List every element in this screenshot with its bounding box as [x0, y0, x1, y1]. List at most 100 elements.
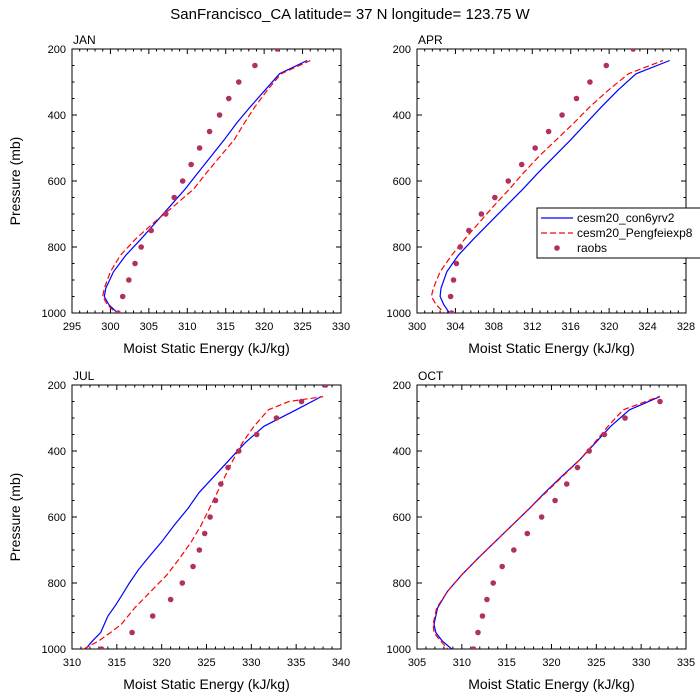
legend-label: cesm20_Pengfeiexp8: [577, 226, 693, 240]
x-tick-label: 312: [523, 321, 541, 333]
y-tick-label: 1000: [42, 644, 66, 656]
x-tick-label: 295: [63, 321, 81, 333]
y-tick-label: 400: [48, 446, 66, 458]
raobs-point: [475, 629, 481, 636]
raobs-point: [132, 260, 138, 267]
panel-oct: 305 310 315 320 325 330 335 200 400 600 800 1000 OCT…: [387, 369, 696, 692]
raobs-point: [511, 547, 517, 553]
raobs-point: [518, 161, 525, 168]
cesm20-con6yrv2-line: [433, 396, 661, 649]
cesm20-pengfeiexp8-line: [102, 59, 311, 313]
raobs-point: [171, 194, 178, 201]
series-group: [432, 396, 663, 649]
raobs-point: [524, 530, 531, 537]
raobs-point: [320, 30, 326, 36]
raobs-point: [162, 211, 169, 217]
raobs-point: [603, 62, 610, 69]
raobs-point: [492, 194, 498, 201]
raobs-point: [563, 481, 570, 487]
x-tick-label: 330: [332, 321, 350, 333]
raobs-point: [115, 310, 121, 313]
raobs-point: [218, 481, 224, 487]
y-tick-label: 400: [48, 110, 66, 122]
y-axis-label: Pressure (mb): [7, 137, 23, 226]
raobs-point: [490, 580, 497, 586]
raobs-point: [225, 464, 231, 471]
raobs-point: [657, 398, 663, 405]
x-tick-label: 305: [140, 321, 158, 333]
chart-panels: 295 300 305 310 315 320 325 330 200 400 600 800 1000…: [7, 30, 696, 692]
x-tick-label: 316: [562, 321, 580, 333]
raobs-point: [235, 448, 242, 454]
raobs-point: [196, 145, 203, 151]
raobs-point: [457, 244, 464, 250]
cesm20-pengfeiexp8-line: [83, 396, 324, 649]
panel-title: JAN: [73, 33, 96, 47]
legend-label: raobs: [577, 241, 607, 255]
raobs-point: [630, 49, 636, 52]
x-axis-label: Moist Static Energy (kJ/kg): [468, 676, 635, 692]
raobs-point: [235, 79, 242, 85]
x-tick-label: 325: [197, 657, 215, 669]
x-tick-label: 310: [453, 657, 471, 669]
raobs-point: [479, 613, 486, 619]
y-tick-label: 600: [48, 176, 66, 188]
raobs-point: [225, 95, 232, 102]
raobs-point: [573, 95, 580, 102]
x-axis-label: Moist Static Energy (kJ/kg): [123, 676, 290, 692]
y-tick-label: 1000: [42, 308, 66, 320]
raobs-point: [574, 464, 581, 471]
x-tick-label: 325: [587, 657, 605, 669]
raobs-point: [201, 530, 208, 537]
y-tick-label: 600: [393, 512, 411, 524]
legend-marker-dot: [554, 245, 560, 251]
x-tick-label: 324: [638, 321, 656, 333]
raobs-point: [298, 398, 305, 405]
raobs-point: [207, 514, 213, 520]
y-tick-label: 200: [393, 380, 411, 392]
cesm20-con6yrv2-line: [85, 396, 322, 649]
y-tick-label: 200: [48, 44, 66, 56]
raobs-point: [179, 178, 186, 184]
raobs-point: [450, 277, 457, 283]
cesm20-pengfeiexp8-line: [432, 396, 660, 649]
x-tick-label: 325: [293, 321, 311, 333]
raobs-point: [274, 49, 281, 52]
raobs-point: [448, 310, 455, 313]
y-tick-label: 1000: [387, 308, 411, 320]
panel-jan: 295 300 305 310 315 320 325 330 200 400 600 800 1000…: [7, 30, 350, 356]
x-tick-label: 340: [332, 657, 350, 669]
x-tick-label: 315: [108, 657, 126, 669]
x-tick-label: 330: [242, 657, 260, 669]
x-tick-label: 335: [287, 657, 305, 669]
raobs-point: [545, 128, 552, 135]
raobs-point: [206, 128, 213, 135]
raobs-point: [586, 448, 592, 454]
x-tick-label: 315: [497, 657, 515, 669]
raobs-point: [447, 293, 454, 300]
raobs-point: [216, 112, 223, 118]
x-tick-label: 315: [217, 321, 235, 333]
raobs-point: [552, 497, 558, 504]
y-tick-label: 400: [393, 110, 411, 122]
raobs-point: [119, 293, 126, 300]
y-tick-label: 800: [393, 578, 411, 590]
raobs-point: [212, 497, 219, 504]
y-tick-label: 800: [393, 242, 411, 254]
y-tick-label: 600: [48, 512, 66, 524]
panel-jul: 310 315 320 325 330 335 340 200 400 600 800 1000 JUL…: [7, 369, 350, 692]
raobs-point: [499, 563, 505, 570]
x-tick-label: 300: [408, 321, 426, 333]
raobs-point: [138, 244, 144, 250]
x-tick-label: 310: [178, 321, 196, 333]
raobs-point: [148, 227, 154, 234]
x-tick-label: 328: [677, 321, 695, 333]
raobs-point: [98, 646, 105, 649]
x-tick-label: 304: [446, 321, 464, 333]
raobs-point: [484, 596, 490, 603]
y-tick-label: 200: [48, 380, 66, 392]
raobs-point: [273, 415, 280, 421]
raobs-point: [532, 145, 538, 151]
raobs-point: [470, 646, 477, 649]
